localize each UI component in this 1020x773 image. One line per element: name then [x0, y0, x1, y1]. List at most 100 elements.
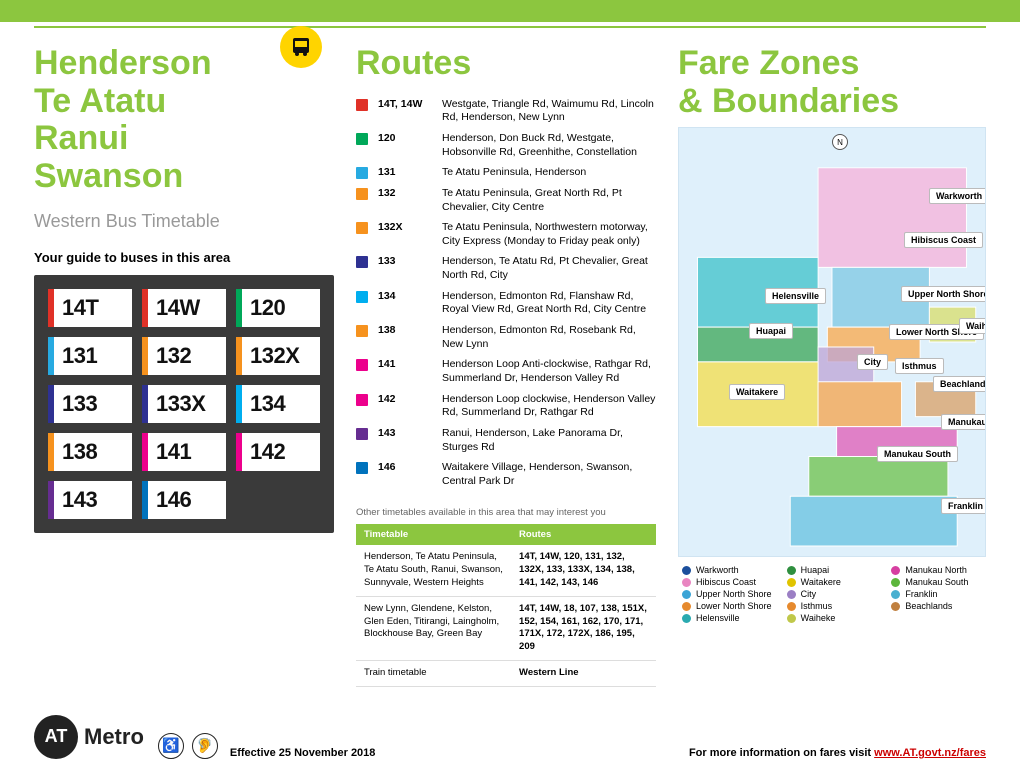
metro-wordmark: Metro — [84, 724, 144, 750]
legend-item: Lower North Shore — [682, 601, 773, 611]
legend-item: Beachlands — [891, 601, 982, 611]
legend-dot — [891, 578, 900, 587]
route-number: 131 — [378, 166, 432, 178]
legend-item: Manukau South — [891, 577, 982, 587]
legend-label: Beachlands — [905, 601, 952, 611]
route-row: 133 Henderson, Te Atatu Rd, Pt Chevalier,… — [356, 255, 656, 282]
route-row: 146 Waitakere Village, Henderson, Swanson… — [356, 461, 656, 488]
map-label: Isthmus — [895, 358, 944, 374]
table-row: Henderson, Te Atatu Peninsula, Te Atatu … — [356, 545, 656, 596]
route-chip-143: 143 — [48, 481, 132, 519]
legend-dot — [682, 590, 691, 599]
route-row: 120Henderson, Don Buck Rd, Westgate, Hob… — [356, 132, 656, 159]
route-chip-120: 120 — [236, 289, 320, 327]
legend-dot — [787, 578, 796, 587]
route-chip-132: 132 — [142, 337, 226, 375]
route-chip-14w: 14W — [142, 289, 226, 327]
route-number: 133 — [378, 255, 432, 267]
route-color-pill — [356, 167, 368, 179]
map-label: City — [857, 354, 888, 370]
route-number: 142 — [378, 393, 432, 405]
zone-manukau-s — [809, 457, 948, 497]
route-color-pill — [356, 99, 368, 111]
route-row: 141Henderson Loop Anti-clockwise, Rathga… — [356, 358, 656, 385]
legend-label: Hibiscus Coast — [696, 577, 756, 587]
route-number: 132 — [378, 187, 432, 199]
table-row: Train timetableWestern Line — [356, 661, 656, 687]
route-row: 132XTe Atatu Peninsula, Northwestern mot… — [356, 221, 656, 248]
title-line-1: Henderson — [34, 46, 334, 82]
legend-label: Lower North Shore — [696, 601, 772, 611]
legend-dot — [787, 614, 796, 623]
route-number: 14T, 14W — [378, 98, 432, 110]
routes-list: 14T, 14W Westgate, Triangle Rd, Waimumu R… — [356, 98, 656, 496]
legend-label: Upper North Shore — [696, 589, 772, 599]
route-row: 131Te Atatu Peninsula, Henderson — [356, 166, 656, 180]
th-timetable: Timetable — [356, 524, 511, 545]
legend-dot — [682, 578, 691, 587]
route-chip-14t: 14T — [48, 289, 132, 327]
hearing-loop-icon: 🦻 — [192, 733, 218, 759]
route-chip-134: 134 — [236, 385, 320, 423]
legend-item: Manukau North — [891, 565, 982, 575]
legend-label: Manukau North — [905, 565, 967, 575]
route-description: Waitakere Village, Henderson, Swanson, C… — [442, 461, 656, 488]
route-chip-146: 146 — [142, 481, 226, 519]
route-description: Ranui, Henderson, Lake Panorama Dr, Stur… — [442, 427, 656, 454]
route-row: 142 Henderson Loop clockwise, Henderson V… — [356, 393, 656, 420]
route-chip-grid: 14T14W120131132132X133133X13413814114214… — [34, 275, 334, 533]
wheelchair-icon: ♿ — [158, 733, 184, 759]
legend-item: Waiheke — [787, 613, 878, 623]
map-label: Upper North Shore — [901, 286, 986, 302]
map-label: Manukau North — [941, 414, 986, 430]
legend-label: Franklin — [905, 589, 937, 599]
route-number: 146 — [378, 461, 432, 473]
fares-text: For more information on fares visit — [689, 747, 874, 759]
zone-hibiscus — [818, 168, 966, 268]
legend-label: Manukau South — [905, 577, 968, 587]
map-label: Franklin — [941, 498, 986, 514]
legend-dot — [682, 614, 691, 623]
legend-label: Waitakere — [801, 577, 841, 587]
route-chip-132x: 132X — [236, 337, 320, 375]
legend-label: Waiheke — [801, 613, 836, 623]
route-description: Westgate, Triangle Rd, Waimumu Rd, Linco… — [442, 98, 656, 125]
route-row: 14T, 14W Westgate, Triangle Rd, Waimumu R… — [356, 98, 656, 125]
route-number: 134 — [378, 290, 432, 302]
at-roundel: AT — [34, 715, 78, 759]
route-description: Henderson, Te Atatu Rd, Pt Chevalier, Gr… — [442, 255, 656, 282]
fares-url[interactable]: www.AT.govt.nz/fares — [874, 747, 986, 759]
route-row: 132Te Atatu Peninsula, Great North Rd, P… — [356, 187, 656, 214]
legend-dot — [682, 602, 691, 611]
route-number: 132X — [378, 221, 432, 233]
map-label: Waitakere — [729, 384, 785, 400]
route-description: Henderson Loop clockwise, Henderson Vall… — [442, 393, 656, 420]
route-number: 141 — [378, 358, 432, 370]
legend-dot — [787, 566, 796, 575]
legend-item: Warkworth — [682, 565, 773, 575]
route-chip-142: 142 — [236, 433, 320, 471]
guide-text: Your guide to buses in this area — [34, 250, 334, 265]
legend-item: Helensville — [682, 613, 773, 623]
route-color-pill — [356, 394, 368, 406]
route-color-pill — [356, 222, 368, 234]
legend-item: Huapai — [787, 565, 878, 575]
title-line-3: Ranui — [34, 121, 334, 157]
legend-label: Warkworth — [696, 565, 739, 575]
route-description: Henderson, Edmonton Rd, Rosebank Rd, New… — [442, 324, 656, 351]
fare-zones-map: N WarkworthHibiscus CoastHelensvilleUppe… — [678, 127, 986, 557]
map-label: Huapai — [749, 323, 793, 339]
other-timetables-note: Other timetables available in this area … — [356, 507, 656, 518]
route-description: Henderson, Don Buck Rd, Westgate, Hobson… — [442, 132, 656, 159]
route-description: Henderson, Edmonton Rd, Flanshaw Rd, Roy… — [442, 290, 656, 317]
title-line-4: Swanson — [34, 159, 334, 195]
route-number: 138 — [378, 324, 432, 336]
subtitle: Western Bus Timetable — [34, 211, 334, 232]
legend-item: Hibiscus Coast — [682, 577, 773, 587]
route-color-pill — [356, 188, 368, 200]
zone-isthmus — [818, 382, 901, 427]
route-color-pill — [356, 325, 368, 337]
route-chip-141: 141 — [142, 433, 226, 471]
legend-label: City — [801, 589, 817, 599]
fares-info-link[interactable]: For more information on fares visit www.… — [689, 747, 986, 759]
